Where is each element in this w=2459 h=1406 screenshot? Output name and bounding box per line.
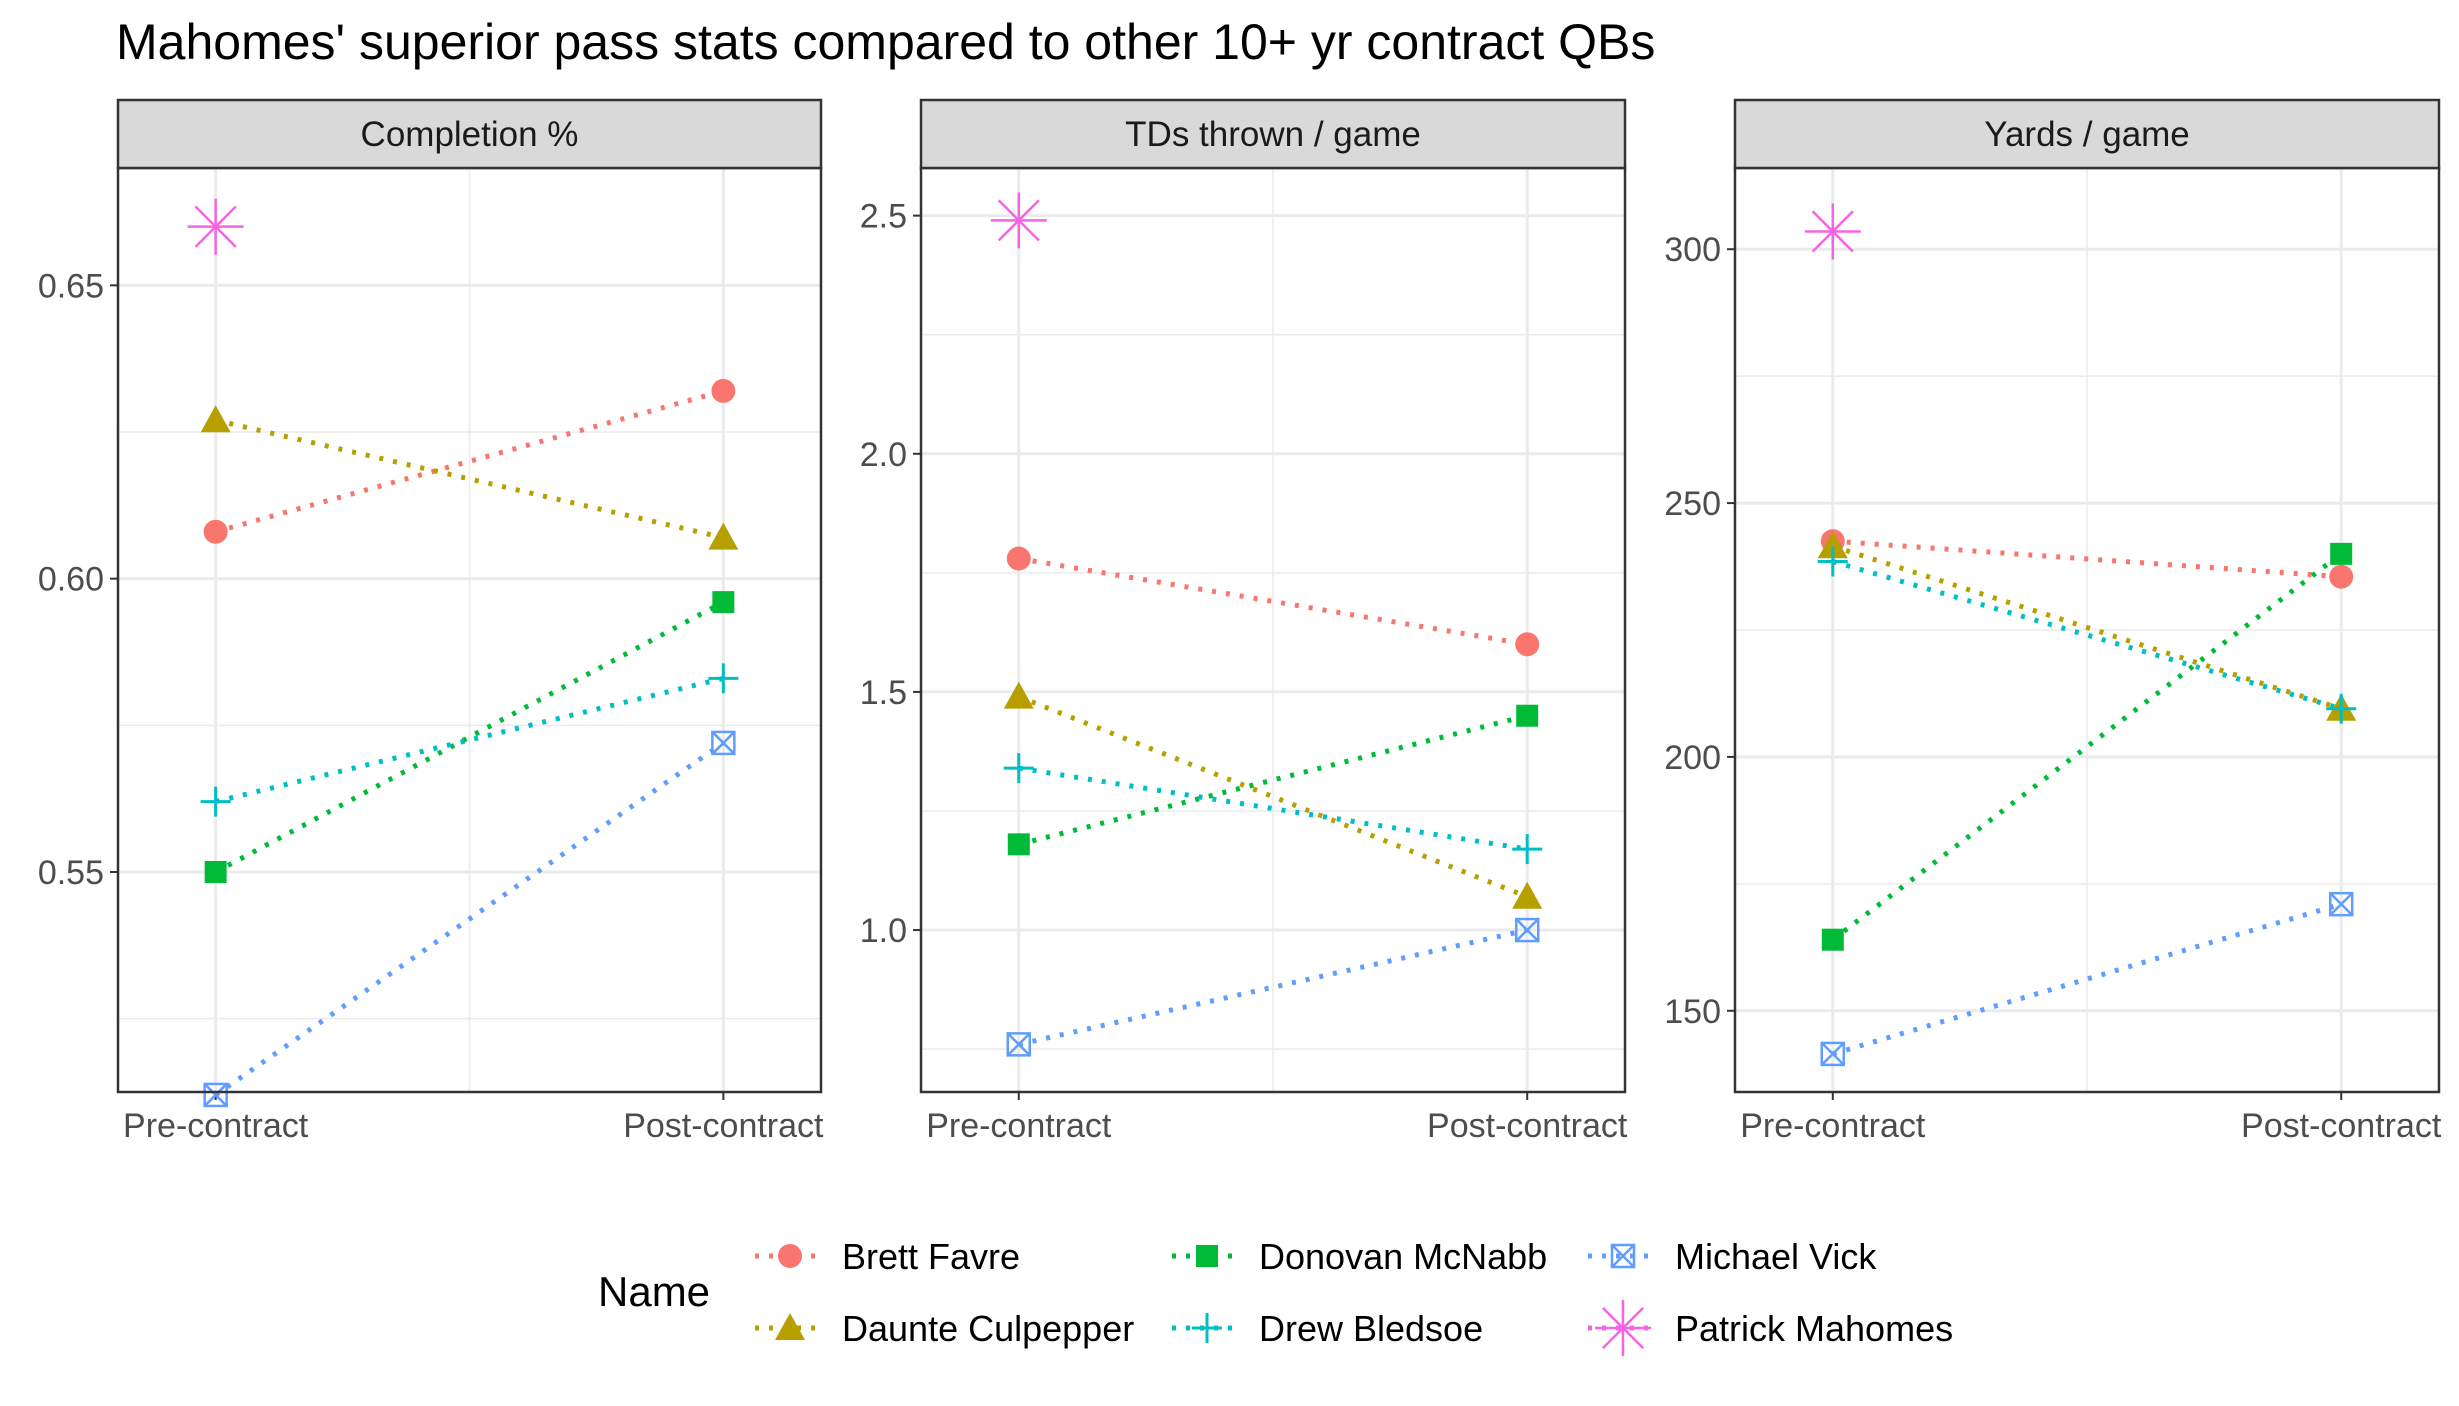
point-drew-bledsoe-post-contract: [2326, 693, 2357, 724]
x-tick-label: Post-contract: [1427, 1107, 1628, 1145]
point-brett-favre-pre-contract: [1006, 546, 1031, 571]
point-patrick-mahomes-pre-contract: [187, 198, 244, 255]
legend-item-michael-vick: Michael Vick: [1588, 1236, 1877, 1277]
series-line-michael-vick: [1018, 927, 1528, 1047]
legend-item-brett-favre: Brett Favre: [755, 1236, 1020, 1277]
point-donovan-mcnabb-post-contract: [1516, 704, 1539, 727]
panel-yards-game: 150 200 250 300 Pre-contract Post-contract Yar…: [1664, 98, 2442, 1145]
legend-item-drew-bledsoe: Drew Bledsoe: [1172, 1308, 1483, 1349]
y-tick-label: 1.5: [860, 674, 907, 712]
series-line-donovan-mcnabb: [1018, 713, 1528, 847]
point-donovan-mcnabb-post-contract: [2330, 542, 2353, 565]
facet-strip: [919, 98, 1627, 170]
series-line-michael-vick: [214, 740, 725, 1097]
x-tick-label: Post-contract: [2241, 1107, 2442, 1145]
point-michael-vick-pre-contract: [1006, 1032, 1032, 1057]
point-michael-vick-post-contract: [711, 730, 736, 756]
point-michael-vick-pre-contract: [1820, 1041, 1846, 1067]
point-brett-favre-post-contract: [711, 378, 736, 403]
x-tick-label: Pre-contract: [123, 1107, 309, 1145]
chart-title: Mahomes' superior pass stats compared to…: [116, 14, 1655, 70]
y-tick-label: 0.55: [38, 854, 104, 892]
legend-item-daunte-culpepper: Daunte Culpepper: [755, 1308, 1134, 1349]
point-patrick-mahomes-pre-contract: [990, 192, 1047, 249]
legend-label: Patrick Mahomes: [1675, 1308, 1953, 1349]
point-brett-favre-post-contract: [2329, 564, 2354, 589]
legend-item-donovan-mcnabb: Donovan McNabb: [1172, 1236, 1547, 1277]
point-daunte-culpepper-pre-contract: [1003, 681, 1034, 709]
legend-item-patrick-mahomes: Patrick Mahomes: [1588, 1300, 1953, 1356]
point-michael-vick-post-contract: [1514, 917, 1540, 943]
series-line-drew-bledsoe: [215, 675, 724, 805]
legend-label: Daunte Culpepper: [842, 1308, 1134, 1349]
y-tick-label: 0.60: [38, 561, 104, 599]
legend: Name Brett Favre Daunte Culpepper Donovan …: [598, 1236, 1953, 1356]
series-line-drew-bledsoe: [1018, 765, 1528, 852]
legend-label: Drew Bledsoe: [1259, 1308, 1483, 1349]
facet-strip-label: Yards / game: [1984, 115, 2190, 154]
legend-title: Name: [598, 1268, 710, 1315]
point-drew-bledsoe-pre-contract: [1003, 753, 1034, 784]
point-drew-bledsoe-pre-contract: [200, 786, 231, 817]
legend-key-drew-bledsoe: [1192, 1313, 1222, 1343]
point-daunte-culpepper-post-contract: [708, 522, 739, 550]
y-tick-label: 200: [1664, 739, 1721, 777]
legend-key-patrick-mahomes: [1595, 1300, 1651, 1356]
point-daunte-culpepper-pre-contract: [200, 405, 231, 433]
facet-strip: [1733, 98, 2441, 170]
point-donovan-mcnabb-pre-contract: [1007, 833, 1030, 856]
point-donovan-mcnabb-pre-contract: [204, 861, 227, 883]
facet-strip-label: TDs thrown / game: [1125, 115, 1421, 154]
point-michael-vick-pre-contract: [203, 1082, 228, 1108]
legend-key-michael-vick: [1610, 1243, 1636, 1269]
point-drew-bledsoe-post-contract: [1512, 834, 1543, 865]
series-line-brett-favre: [214, 388, 725, 535]
point-brett-favre-post-contract: [1515, 632, 1540, 657]
facet-strip-label: Completion %: [361, 115, 579, 154]
series-line-donovan-mcnabb: [214, 599, 725, 875]
series-line-daunte-culpepper: [215, 417, 724, 541]
point-michael-vick-post-contract: [2328, 891, 2354, 917]
y-tick-label: 250: [1664, 485, 1721, 523]
y-tick-label: 0.65: [38, 267, 104, 305]
y-tick-label: 1.0: [860, 912, 907, 950]
point-drew-bledsoe-post-contract: [708, 663, 739, 694]
point-donovan-mcnabb-post-contract: [712, 591, 735, 614]
series-line-brett-favre: [1018, 556, 1528, 647]
series-line-brett-favre: [1832, 538, 2342, 580]
x-tick-label: Post-contract: [623, 1107, 824, 1145]
point-donovan-mcnabb-pre-contract: [1821, 928, 1844, 951]
point-daunte-culpepper-post-contract: [1512, 881, 1543, 909]
legend-label: Michael Vick: [1675, 1236, 1877, 1277]
legend-key-donovan-mcnabb: [1196, 1245, 1218, 1267]
y-tick-label: 2.0: [860, 436, 907, 474]
x-tick-label: Pre-contract: [926, 1107, 1112, 1145]
y-tick-label: 150: [1664, 993, 1721, 1031]
point-brett-favre-pre-contract: [203, 519, 228, 544]
legend-key-daunte-culpepper: [775, 1313, 805, 1340]
legend-label: Brett Favre: [842, 1236, 1020, 1277]
y-tick-label: 300: [1664, 231, 1721, 269]
point-daunte-culpepper-pre-contract: [1817, 531, 1848, 559]
point-patrick-mahomes-pre-contract: [1804, 203, 1861, 260]
panel-completion: 0.55 0.60 0.65 Pre-contract Post-contract Com…: [38, 98, 824, 1145]
y-tick-label: 2.5: [860, 198, 907, 236]
x-tick-label: Pre-contract: [1740, 1107, 1926, 1145]
panels: 0.55 0.60 0.65 Pre-contract Post-contract Com…: [38, 98, 2442, 1145]
series-line-daunte-culpepper: [1832, 543, 2342, 712]
legend-key-brett-favre: [778, 1244, 802, 1268]
legend-label: Donovan McNabb: [1259, 1236, 1547, 1277]
panel-tds-thrown-game: 1.0 1.5 2.0 2.5 Pre-contract Post-contract TDs…: [860, 98, 1628, 1145]
point-drew-bledsoe-pre-contract: [1817, 546, 1848, 577]
facet-strip: [116, 98, 823, 170]
